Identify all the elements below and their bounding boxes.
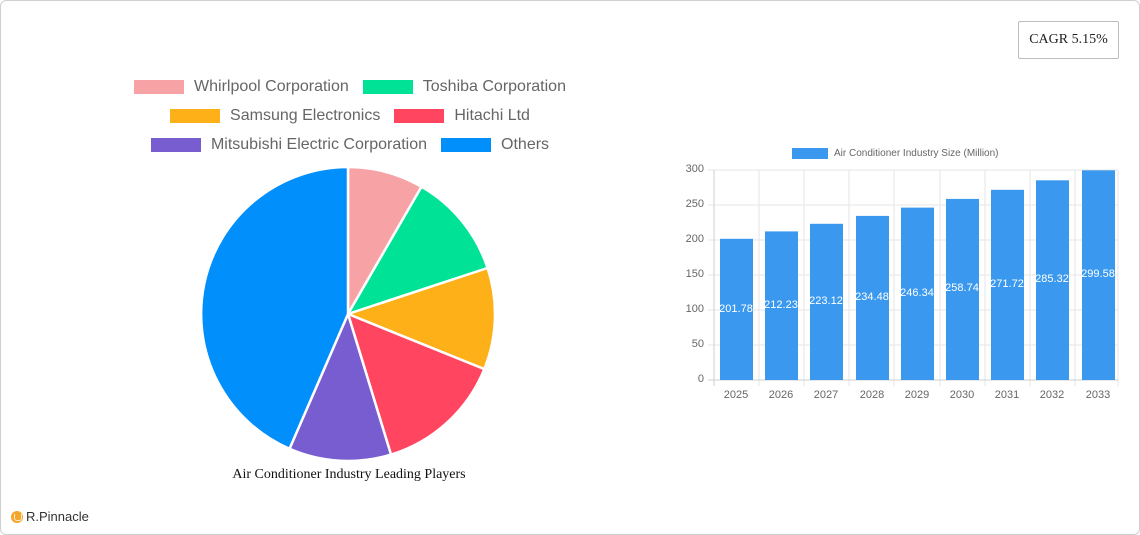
pie-slice-samsung[interactable]: [346, 266, 497, 371]
legend-swatch: [170, 108, 221, 123]
y-tick: 50: [691, 338, 704, 350]
cagr-badge: CAGR 5.15%: [1018, 21, 1119, 59]
bar-value-label: 299.58: [1081, 268, 1115, 280]
bar-legend-label: Air Conditioner Industry Size (Million): [834, 148, 999, 159]
bar-2028[interactable]: [856, 215, 889, 380]
legend-swatch: [441, 137, 492, 152]
bar-2026[interactable]: [765, 231, 798, 380]
bar-value-label: 271.72: [990, 278, 1024, 290]
legend-label: Mitsubishi Electric Corporation: [210, 135, 428, 153]
brand-name: R.Pinnacle: [26, 509, 89, 524]
y-tick: 300: [685, 163, 704, 175]
brand: R.Pinnacle: [11, 509, 89, 524]
legend-swatch: [394, 108, 445, 123]
bar-2031[interactable]: [991, 189, 1024, 380]
pie-slice-toshiba[interactable]: [346, 185, 489, 316]
x-tick: 2033: [1085, 389, 1111, 401]
legend-swatch: [150, 137, 201, 152]
legend-item-hitachi[interactable]: Hitachi Ltd: [394, 107, 530, 125]
x-tick: 2029: [904, 389, 930, 401]
bar-value-label: 246.34: [900, 287, 934, 299]
x-tick: 2027: [813, 389, 839, 401]
pie-slice-hitachi[interactable]: [346, 312, 486, 456]
x-tick: 2031: [994, 389, 1020, 401]
bar-2027[interactable]: [810, 223, 843, 380]
bar-value-label: 212.23: [764, 299, 798, 311]
y-tick: 200: [685, 233, 704, 245]
legend-row: Mitsubishi Electric Corporation Others: [100, 130, 600, 159]
legend-swatch: [792, 148, 828, 159]
bar-value-label: 201.78: [719, 303, 753, 315]
x-tick: 2025: [723, 389, 749, 401]
bar-value-label: 258.74: [945, 282, 979, 294]
bar-2032[interactable]: [1036, 180, 1069, 380]
x-tick: 2030: [949, 389, 975, 401]
legend-swatch: [134, 79, 185, 94]
legend-item-whirlpool[interactable]: Whirlpool Corporation: [134, 78, 349, 96]
cagr-label: CAGR 5.15%: [1029, 32, 1108, 47]
legend-label: Hitachi Ltd: [454, 106, 530, 124]
bar-2030[interactable]: [946, 198, 979, 380]
bar-2025[interactable]: [720, 238, 753, 380]
legend-label: Others: [501, 135, 550, 153]
pie-legend: Whirlpool Corporation Toshiba Corporatio…: [100, 72, 600, 159]
legend-row: Samsung Electronics Hitachi Ltd: [100, 101, 600, 130]
pie-chart-title: Air Conditioner Industry Leading Players: [232, 467, 466, 482]
legend-item-samsung[interactable]: Samsung Electronics: [170, 107, 380, 125]
pie-slice-mitsubishi[interactable]: [288, 312, 393, 463]
bar-value-label: 234.48: [855, 291, 889, 303]
legend-item-others[interactable]: Others: [441, 136, 549, 154]
bar-value-label: 285.32: [1035, 273, 1069, 285]
y-tick: 100: [685, 303, 704, 315]
x-tick: 2032: [1039, 389, 1065, 401]
bars: [720, 170, 1115, 380]
y-tick: 0: [697, 373, 704, 385]
legend-label: Toshiba Corporation: [422, 77, 566, 95]
bar-2033[interactable]: [1082, 170, 1115, 380]
y-tick: 150: [685, 268, 704, 280]
legend-label: Whirlpool Corporation: [194, 77, 349, 95]
legend-swatch: [362, 79, 413, 94]
legend-row: Whirlpool Corporation Toshiba Corporatio…: [100, 72, 600, 101]
pie-slice-others[interactable]: [199, 165, 350, 451]
legend-item-mitsubishi[interactable]: Mitsubishi Electric Corporation: [150, 135, 428, 154]
brand-logo-icon: [11, 510, 23, 523]
y-tick: 250: [685, 198, 704, 210]
legend-label: Samsung Electronics: [230, 106, 381, 124]
x-tick: 2026: [768, 389, 794, 401]
legend-item-toshiba[interactable]: Toshiba Corporation: [362, 77, 566, 96]
x-tick: 2028: [859, 389, 885, 401]
bar-legend[interactable]: Air Conditioner Industry Size (Million): [792, 148, 999, 159]
bar-2029[interactable]: [901, 207, 934, 380]
bar-value-label: 223.12: [809, 295, 843, 307]
